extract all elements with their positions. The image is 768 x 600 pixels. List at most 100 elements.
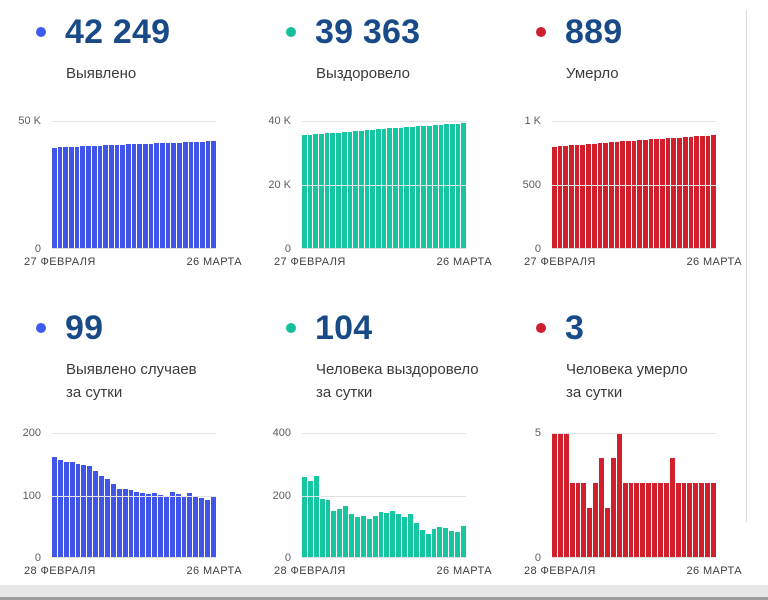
bar[interactable] — [711, 483, 716, 558]
bar[interactable] — [614, 142, 620, 249]
bar[interactable] — [682, 137, 688, 249]
bar[interactable] — [569, 145, 574, 249]
bar[interactable] — [586, 144, 591, 249]
bar[interactable] — [69, 462, 75, 558]
bar[interactable] — [648, 139, 654, 249]
bar[interactable] — [140, 493, 146, 558]
bar[interactable] — [563, 433, 569, 558]
bar[interactable] — [93, 471, 99, 558]
bar[interactable] — [461, 525, 466, 558]
bar[interactable] — [360, 516, 366, 558]
bar[interactable] — [390, 511, 396, 558]
bar[interactable] — [128, 489, 134, 558]
bar[interactable] — [154, 143, 160, 249]
bar[interactable] — [187, 493, 193, 558]
bar[interactable] — [330, 133, 336, 249]
bar[interactable] — [620, 141, 625, 249]
bar[interactable] — [337, 508, 343, 558]
bar[interactable] — [175, 494, 181, 558]
bar[interactable] — [143, 143, 148, 249]
bar[interactable] — [347, 131, 353, 249]
bar[interactable] — [169, 492, 175, 558]
bar[interactable] — [211, 496, 216, 558]
bar[interactable] — [431, 529, 437, 558]
bar[interactable] — [131, 144, 137, 249]
bar[interactable] — [366, 518, 372, 558]
bar[interactable] — [114, 144, 120, 249]
bar[interactable] — [122, 489, 128, 558]
bar[interactable] — [432, 125, 438, 249]
bar[interactable] — [438, 124, 444, 249]
bar[interactable] — [52, 456, 57, 558]
bar[interactable] — [413, 522, 419, 558]
bar[interactable] — [86, 146, 91, 249]
bar[interactable] — [634, 483, 640, 558]
bar[interactable] — [57, 459, 63, 558]
bar[interactable] — [171, 142, 177, 249]
bar[interactable] — [116, 488, 122, 558]
bar[interactable] — [461, 123, 466, 249]
bar[interactable] — [628, 483, 634, 558]
bar[interactable] — [563, 145, 569, 249]
bar[interactable] — [381, 128, 387, 249]
bar[interactable] — [146, 493, 152, 558]
bar[interactable] — [404, 127, 410, 249]
bar[interactable] — [427, 125, 432, 249]
bar[interactable] — [574, 144, 580, 249]
bar[interactable] — [631, 140, 637, 249]
bar[interactable] — [677, 137, 682, 249]
bar[interactable] — [103, 145, 108, 249]
bar[interactable] — [158, 494, 163, 558]
bar[interactable] — [640, 483, 646, 558]
bar[interactable] — [593, 483, 599, 558]
bar[interactable] — [364, 130, 370, 249]
bar[interactable] — [52, 147, 57, 249]
bar[interactable] — [307, 481, 313, 558]
bar[interactable] — [177, 142, 182, 249]
bar[interactable] — [87, 466, 93, 558]
bar[interactable] — [199, 498, 205, 558]
bar[interactable] — [307, 134, 313, 249]
bar[interactable] — [581, 483, 587, 558]
bar[interactable] — [160, 143, 165, 249]
bar[interactable] — [637, 140, 642, 249]
bar[interactable] — [410, 126, 415, 249]
bar[interactable] — [211, 140, 216, 249]
bar[interactable] — [415, 126, 421, 249]
bar[interactable] — [378, 511, 384, 558]
bar[interactable] — [591, 143, 597, 249]
bar[interactable] — [449, 530, 455, 558]
bar[interactable] — [182, 142, 188, 249]
bar[interactable] — [444, 124, 449, 249]
bar[interactable] — [681, 483, 687, 558]
bar[interactable] — [205, 141, 211, 249]
bar[interactable] — [437, 526, 443, 558]
bar[interactable] — [353, 131, 358, 249]
bar[interactable] — [99, 475, 105, 558]
bar[interactable] — [331, 510, 337, 558]
bar[interactable] — [557, 433, 563, 558]
bar[interactable] — [108, 145, 114, 249]
bar[interactable] — [610, 458, 616, 558]
bar[interactable] — [605, 508, 610, 558]
bar[interactable] — [665, 138, 671, 249]
bar[interactable] — [125, 144, 131, 249]
bar[interactable] — [608, 142, 614, 249]
bar[interactable] — [419, 529, 425, 558]
bar[interactable] — [705, 135, 711, 249]
bar[interactable] — [375, 129, 381, 249]
bar[interactable] — [205, 499, 211, 558]
bar[interactable] — [552, 433, 557, 558]
bar[interactable] — [646, 483, 652, 558]
bar[interactable] — [603, 142, 608, 249]
bar[interactable] — [425, 533, 431, 558]
bar[interactable] — [387, 128, 392, 249]
bar[interactable] — [370, 129, 375, 249]
bar[interactable] — [393, 127, 398, 249]
bar[interactable] — [625, 141, 631, 249]
bar[interactable] — [57, 147, 63, 249]
bar[interactable] — [384, 512, 390, 558]
bar[interactable] — [711, 135, 716, 249]
bar[interactable] — [313, 476, 319, 558]
bar[interactable] — [597, 143, 603, 249]
